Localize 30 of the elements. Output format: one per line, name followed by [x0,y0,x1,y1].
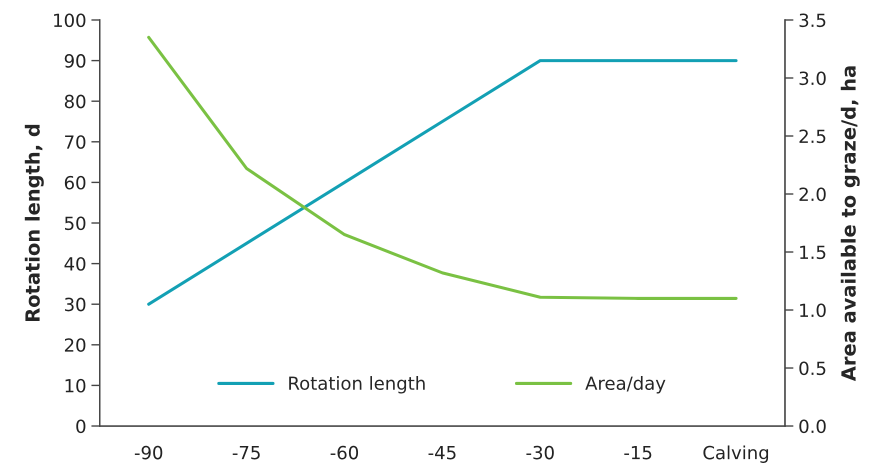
legend-label: Area/day [585,376,666,394]
y2-tick-label: 2.0 [800,187,826,202]
y2-tick-label: 0.5 [799,361,826,376]
y2-tick-label: 1.0 [800,303,826,318]
y-tick-label: 10 [66,378,86,393]
y-tick-label: 90 [64,54,86,68]
x-tick-label: -90 [134,446,162,460]
x-tick-label: -75 [232,446,260,460]
y2-tick-label: 3.5 [800,13,826,28]
y-axis-title: Rotation length, d [24,124,44,321]
x-tick-label: -45 [428,446,456,460]
y-tick-label: 100 [54,13,86,28]
x-tick-label: -60 [330,446,358,460]
y-tick-label: 70 [65,135,86,149]
x-tick-label: -30 [526,446,554,460]
legend-label: Rotation length [289,376,425,394]
y2-tick-label: 1.5 [800,246,826,260]
y-tick-label: 0 [76,419,86,434]
y-tick-label: 60 [64,176,86,190]
x-tick-label: -15 [624,446,652,460]
y2-tick-label: 2.5 [800,129,826,144]
y-tick-label: 20 [64,338,86,352]
y2-tick-label: 3.0 [800,71,826,86]
y-tick-label: 50 [65,216,86,230]
y2-tick-label: 0.0 [799,419,826,434]
y-tick-label: 30 [64,298,86,312]
x-tick-label: Calving [703,445,768,463]
y-tick-label: 80 [64,94,86,108]
y-tick-label: 40 [64,257,86,271]
y2-axis-title: Area available to graze/d, ha [840,66,860,382]
